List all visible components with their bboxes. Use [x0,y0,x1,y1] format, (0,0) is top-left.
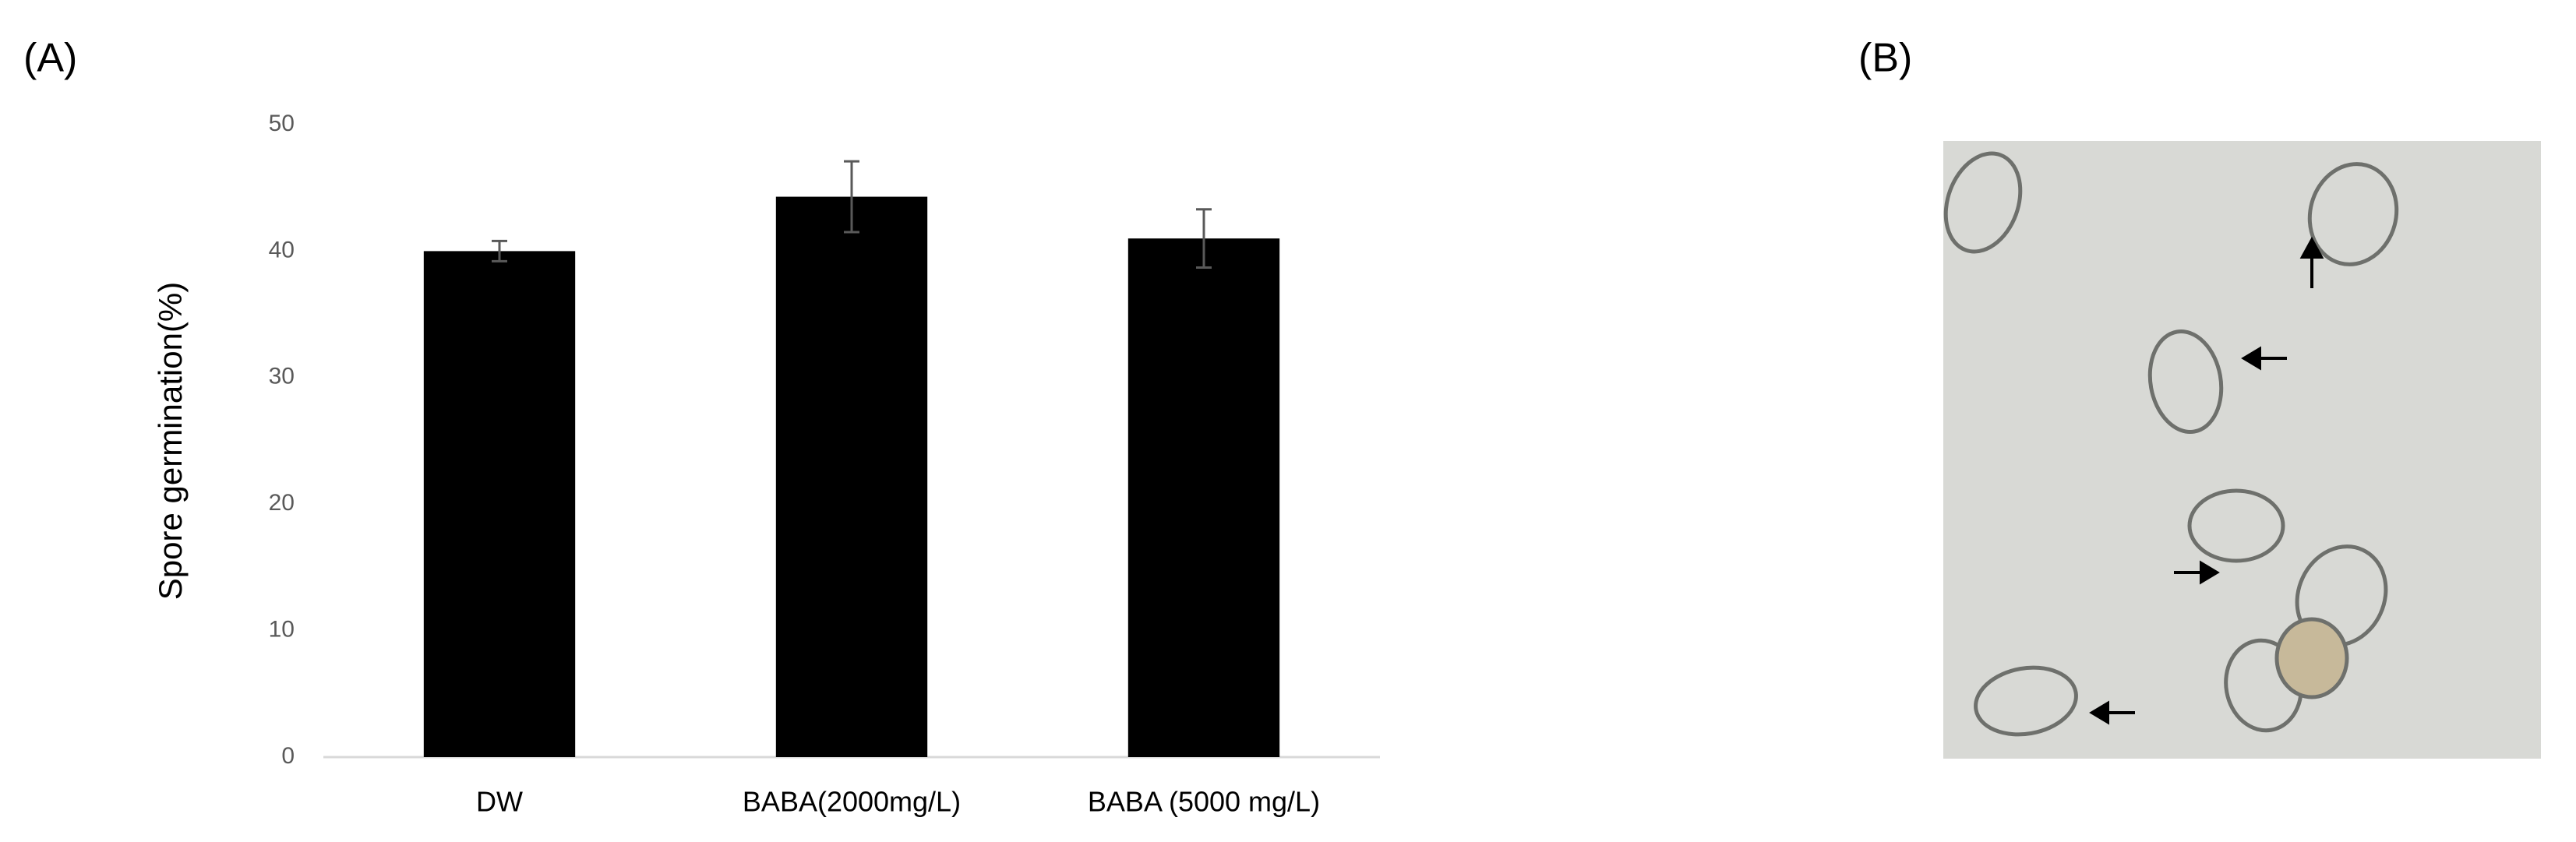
y-tick-label: 30 [269,364,295,389]
y-tick-label: 10 [269,617,295,643]
x-tick-label: BABA(2000mg/L) [743,786,961,818]
spores [1943,151,2399,737]
x-tick-label: DW [476,786,523,818]
bar [423,251,576,757]
panel-label: (A) [23,36,77,81]
x-tick-label: BABA (5000 mg/L) [1088,786,1320,818]
y-tick-label: 20 [269,490,295,516]
micrograph [1943,141,2541,759]
micrograph-background [1943,141,2541,759]
bar [1127,238,1280,757]
y-tick-label: 40 [269,237,295,262]
y-tick-label: 50 [269,111,295,136]
bar [775,196,928,757]
y-tick-label: 0 [281,743,295,769]
y-axis-label: Spore germination(%) [152,282,189,601]
panel-label: (B) [1858,36,1912,81]
arrows [2089,236,2324,725]
